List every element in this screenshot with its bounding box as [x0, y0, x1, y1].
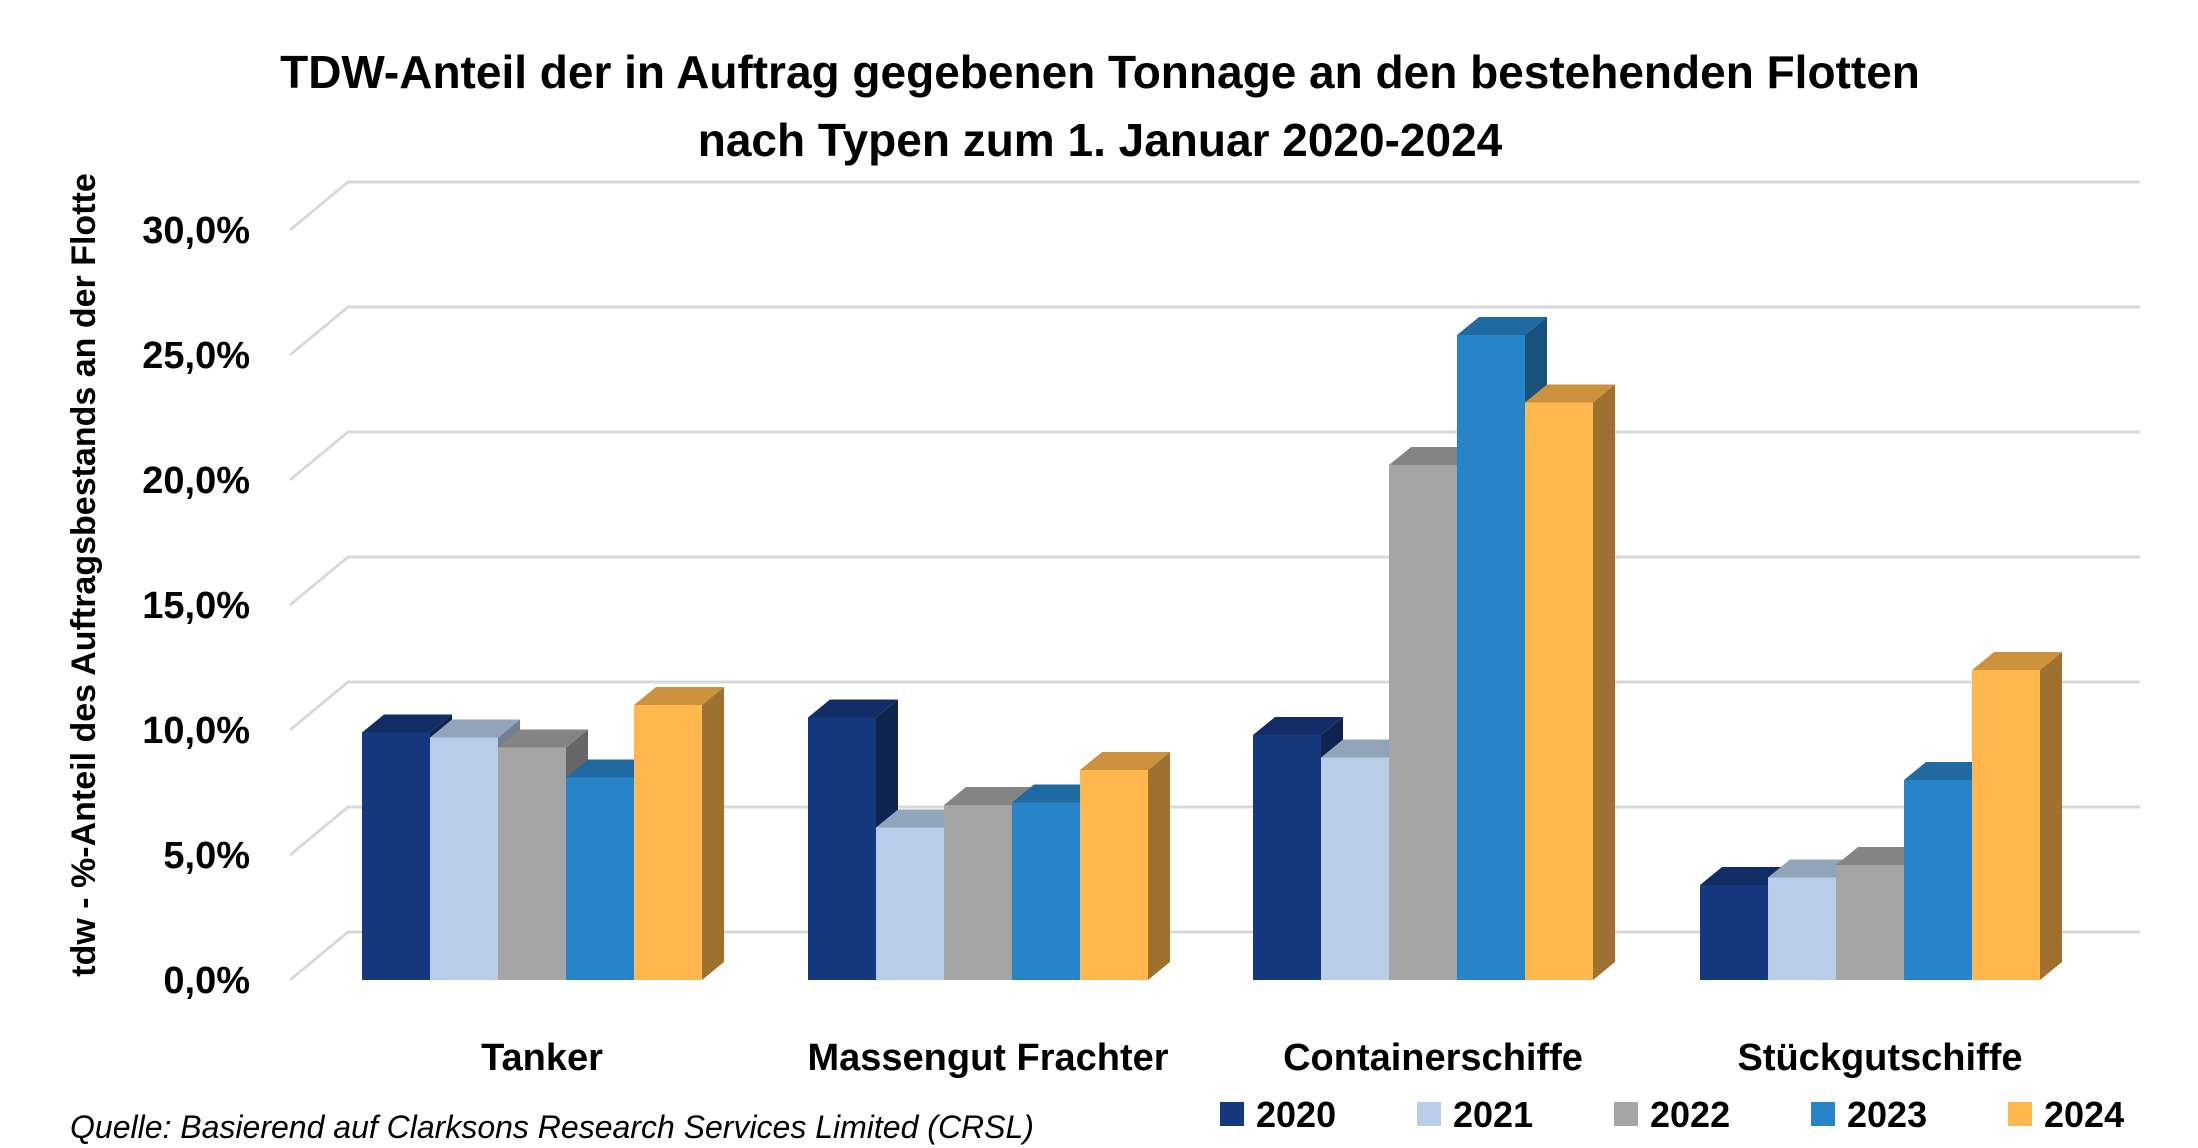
bar-front [1836, 865, 1904, 980]
gridline [289, 430, 2140, 482]
bar-front [1253, 735, 1321, 980]
category-label: Containerschiffe [1283, 1037, 1583, 1079]
y-axis-label: tdw - %-Anteil des Auftragsbestands an d… [65, 173, 103, 976]
bar-top [1836, 847, 1926, 865]
bar-top [498, 729, 588, 748]
category-labels: Tanker Massengut Frachter Containerschiffe… [481, 1037, 2022, 1079]
bar-front [944, 805, 1012, 980]
gridline [289, 305, 2140, 357]
source-note: Quelle: Basierend auf Clarksons Research… [70, 1109, 1034, 1145]
bar-front [1389, 465, 1457, 980]
gridline [289, 555, 2140, 607]
bar-top [430, 719, 520, 738]
legend-label: 2023 [1847, 1094, 1927, 1135]
legend-label: 2024 [2044, 1094, 2124, 1135]
legend-swatch [1417, 1102, 1441, 1126]
legend-swatch [1811, 1102, 1835, 1126]
legend-item: 2021 [1417, 1094, 1533, 1135]
bar-top [808, 699, 898, 718]
gridline [289, 180, 2140, 232]
bar [1972, 652, 2062, 980]
bar [634, 687, 724, 980]
bar-front [1525, 402, 1593, 980]
bar [1080, 752, 1170, 980]
bar-front [1700, 885, 1768, 980]
bar-top [1253, 717, 1343, 735]
bar-front [1904, 780, 1972, 980]
chart-title-line1: TDW-Anteil der in Auftrag gegebenen Tonn… [280, 46, 1920, 98]
bar-top [1768, 859, 1858, 878]
y-tick-label: 10,0% [142, 710, 250, 752]
bar-top [1904, 762, 1994, 780]
bar-side [1148, 752, 1170, 980]
bar-top [1321, 739, 1411, 758]
bar-top [362, 714, 452, 733]
grid-layer [289, 180, 2140, 982]
category-label: Tanker [481, 1037, 603, 1079]
y-tick-label: 15,0% [142, 585, 250, 627]
bar-top [634, 687, 724, 705]
bar-front [430, 737, 498, 980]
y-tick-label: 30,0% [142, 210, 250, 252]
legend-swatch [1220, 1102, 1244, 1126]
bar-front [566, 777, 634, 980]
bar-top [1457, 317, 1547, 335]
bar-front [362, 732, 430, 980]
bar-top [1972, 652, 2062, 670]
legend-label: 2020 [1256, 1094, 1336, 1135]
chart-title-line2: nach Typen zum 1. Januar 2020-2024 [698, 114, 1503, 166]
bar-side [1593, 384, 1615, 980]
bar-front [1768, 877, 1836, 980]
bar-top [1700, 867, 1790, 885]
legend-item: 2022 [1614, 1094, 1730, 1135]
y-tick-label: 25,0% [142, 335, 250, 377]
legend-item: 2020 [1220, 1094, 1336, 1135]
bar-side [2040, 652, 2062, 980]
gridline [289, 680, 2140, 732]
bar-side [702, 687, 724, 980]
bar-top [1525, 384, 1615, 403]
bar-front [498, 747, 566, 980]
bar-front [1972, 670, 2040, 980]
bar-top [1080, 752, 1170, 770]
legend-label: 2021 [1453, 1094, 1533, 1135]
bar-front [1321, 757, 1389, 980]
category-label: Massengut Frachter [807, 1037, 1168, 1079]
category-label: Stückgutschiffe [1737, 1037, 2022, 1079]
bar-top [876, 809, 966, 828]
legend: 2020 2021 2022 2023 2024 [1220, 1094, 2124, 1135]
legend-swatch [2008, 1102, 2032, 1126]
bar-top [944, 787, 1034, 805]
y-tick-label: 5,0% [163, 835, 250, 877]
bar [808, 699, 898, 980]
y-tick-label: 20,0% [142, 460, 250, 502]
bar-front [1080, 770, 1148, 980]
bars-layer [362, 317, 2062, 980]
bar-front [1012, 802, 1080, 980]
bar-front [1457, 335, 1525, 980]
bar-front [634, 705, 702, 980]
legend-item: 2023 [1811, 1094, 1927, 1135]
legend-swatch [1614, 1102, 1638, 1126]
bar-top [1389, 447, 1479, 465]
y-tick-labels: 0,0% 5,0% 10,0% 15,0% 20,0% 25,0% 30,0% [142, 210, 250, 1002]
legend-item: 2024 [2008, 1094, 2124, 1135]
bar [1525, 384, 1615, 980]
bar-top [566, 759, 656, 778]
bar-front [876, 827, 944, 980]
bar-top [1012, 784, 1102, 803]
y-tick-label: 0,0% [163, 960, 250, 1002]
legend-label: 2022 [1650, 1094, 1730, 1135]
bar-front [808, 717, 876, 980]
